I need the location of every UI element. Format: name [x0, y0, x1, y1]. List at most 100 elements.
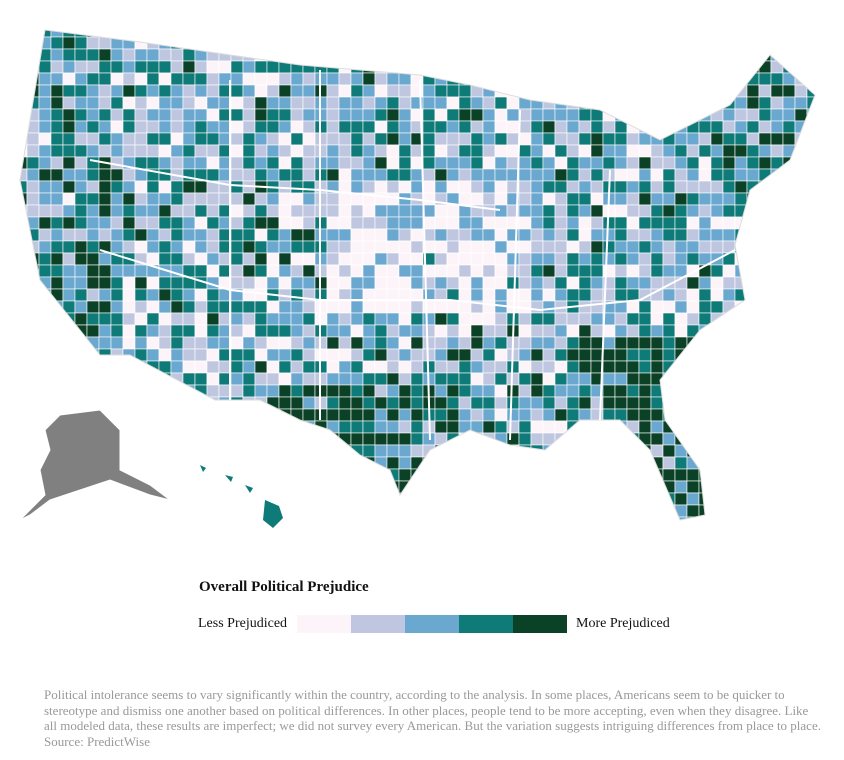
county [446, 408, 460, 422]
county [710, 516, 724, 520]
county [578, 36, 592, 50]
county [770, 276, 784, 290]
county [110, 120, 124, 134]
county [86, 216, 100, 230]
county [734, 336, 748, 350]
county [122, 384, 136, 398]
county [374, 504, 388, 518]
county [98, 120, 112, 134]
county [362, 48, 376, 62]
county [686, 468, 700, 482]
county [86, 288, 100, 302]
county [686, 456, 700, 470]
county [518, 60, 532, 74]
county [782, 300, 796, 314]
county [770, 384, 784, 398]
county [578, 360, 592, 374]
county [146, 288, 160, 302]
county [626, 30, 640, 38]
county [806, 504, 815, 518]
county [302, 396, 316, 410]
county [470, 180, 484, 194]
county [470, 60, 484, 74]
county [590, 30, 604, 38]
county [470, 228, 484, 242]
county [458, 384, 472, 398]
county [819, 505, 831, 517]
county [230, 384, 244, 398]
county [98, 132, 112, 146]
county [470, 30, 484, 38]
county [650, 276, 664, 290]
county [110, 30, 124, 38]
county [614, 444, 628, 458]
county [614, 456, 628, 470]
county [734, 60, 748, 74]
county [674, 504, 688, 518]
county [338, 60, 352, 74]
county [278, 360, 292, 374]
county [662, 312, 676, 326]
county [819, 349, 831, 361]
county [446, 156, 460, 170]
county [338, 468, 352, 482]
county [50, 372, 64, 386]
county [110, 408, 124, 422]
county [230, 444, 244, 458]
county [446, 516, 460, 520]
county [806, 324, 815, 338]
county [386, 492, 400, 506]
county [386, 72, 400, 86]
county [710, 288, 724, 302]
county [242, 348, 256, 362]
county [50, 396, 64, 410]
county [674, 30, 688, 38]
county [590, 276, 604, 290]
county [158, 456, 172, 470]
county [542, 384, 556, 398]
county [554, 312, 568, 326]
county [494, 84, 508, 98]
county [86, 228, 100, 242]
county [482, 180, 496, 194]
county [410, 180, 424, 194]
county [50, 96, 64, 110]
county [194, 516, 208, 520]
county [530, 204, 544, 218]
county [614, 156, 628, 170]
county [350, 168, 364, 182]
county [530, 168, 544, 182]
county [86, 204, 100, 218]
county [254, 312, 268, 326]
county [686, 276, 700, 290]
county [386, 252, 400, 266]
county [182, 468, 196, 482]
county [38, 240, 52, 254]
county [278, 456, 292, 470]
county [602, 504, 616, 518]
county [242, 156, 256, 170]
county [158, 204, 172, 218]
county [86, 360, 100, 374]
county [494, 180, 508, 194]
county [278, 420, 292, 434]
county [230, 468, 244, 482]
county [314, 36, 328, 50]
county [338, 300, 352, 314]
county [746, 132, 760, 146]
county [254, 156, 268, 170]
county [62, 312, 76, 326]
county [530, 252, 544, 266]
county [590, 420, 604, 434]
county [470, 96, 484, 110]
county [542, 480, 556, 494]
county [782, 36, 796, 50]
county [422, 132, 436, 146]
county [506, 96, 520, 110]
county [554, 204, 568, 218]
county [686, 120, 700, 134]
county [746, 228, 760, 242]
county [710, 372, 724, 386]
county [350, 420, 364, 434]
county [638, 30, 652, 38]
